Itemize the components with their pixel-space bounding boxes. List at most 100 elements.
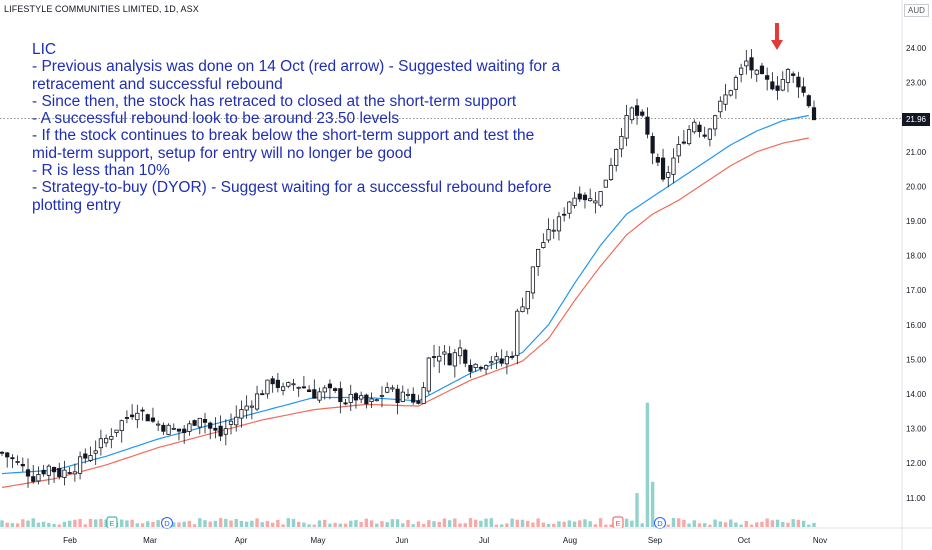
candle-body (562, 213, 567, 216)
candle-body (629, 107, 634, 121)
volume-bar (338, 523, 343, 527)
volume-bar (401, 523, 405, 527)
candle-body (62, 469, 67, 478)
volume-bar (73, 519, 77, 527)
candle-body (135, 412, 140, 421)
candle-body (801, 86, 806, 93)
event-marker-earnings[interactable]: E (106, 516, 118, 529)
candle-body (577, 193, 582, 200)
candle-body (457, 347, 463, 357)
volume-bar (244, 521, 249, 527)
candle-body (166, 424, 171, 435)
candle-body (161, 424, 166, 432)
volume-bar (198, 518, 202, 527)
volume-bar (187, 520, 192, 527)
y-tick-label: 14.00 (906, 390, 927, 399)
ema-short-path (1, 114, 809, 475)
candle-body (244, 405, 249, 411)
candle-body (0, 451, 5, 454)
candle-body (739, 67, 744, 75)
x-axis[interactable]: Feb Mar Apr May Jun Jul Aug Sep Oct Nov (0, 527, 932, 545)
candle-body (317, 391, 322, 401)
ema-long-path (1, 137, 809, 488)
candle-body (254, 393, 260, 410)
candle-body (551, 229, 556, 232)
volume-bar (67, 520, 72, 527)
volume-bar (62, 521, 67, 527)
volume-bar (578, 520, 582, 527)
candle-body (421, 387, 426, 404)
candle-body (348, 393, 353, 403)
candle-body (260, 393, 265, 396)
event-marker-dividend[interactable]: D (654, 517, 666, 529)
volume-bar (234, 518, 238, 527)
x-tick-label: Mar (143, 536, 157, 545)
volume-bar (281, 524, 285, 527)
candle-body (249, 405, 254, 408)
candle-body (733, 77, 739, 90)
candle-body (176, 428, 182, 432)
volume-bar (489, 518, 493, 527)
volume-bar (172, 522, 176, 527)
volume-bar (307, 524, 311, 527)
event-marker-earnings[interactable]: E (612, 516, 624, 529)
candle-body (114, 429, 119, 433)
candle-body (765, 75, 770, 80)
x-tick-label: Oct (738, 536, 751, 545)
volume-bar (484, 518, 488, 527)
candle-body (614, 149, 619, 166)
candle-body (218, 425, 223, 437)
candle-body (25, 469, 31, 477)
candle-body (51, 467, 57, 473)
volume-bar (812, 522, 816, 527)
volume-bar (562, 521, 566, 527)
candle-body (806, 95, 811, 107)
volume-bar (104, 519, 108, 527)
volume-bar (682, 519, 686, 527)
candle-body (541, 242, 546, 248)
volume-bar (328, 523, 332, 527)
volume-bar (5, 522, 9, 527)
candle-body (41, 469, 46, 475)
volume-bar (359, 522, 363, 527)
candle-body (130, 414, 135, 418)
candle-body (463, 349, 468, 364)
event-marker-dividend[interactable]: D (161, 517, 173, 529)
candle-body (666, 172, 671, 178)
x-tick-label: Aug (563, 536, 577, 545)
candle-body (57, 468, 62, 477)
candle-body (20, 463, 25, 467)
volume-bar (182, 521, 186, 527)
candle-body (686, 129, 692, 145)
volume-bar (541, 522, 546, 527)
volume-bar (140, 523, 145, 527)
candle-body (192, 420, 197, 426)
volume-bar (411, 524, 415, 527)
candle-body (759, 65, 765, 75)
candle-body (312, 389, 317, 399)
candle-body (718, 100, 723, 113)
volume-bar (515, 519, 520, 527)
candle-body (343, 402, 348, 405)
y-tick-label: 18.00 (906, 252, 927, 261)
event-marker-label: E (615, 519, 620, 528)
x-tick-label: Apr (235, 536, 248, 545)
volume-bar (604, 524, 608, 527)
volume-bar (229, 520, 233, 527)
candle-body (754, 69, 759, 75)
candle-body (775, 85, 780, 91)
currency-label[interactable]: AUD (904, 4, 929, 17)
volume-bar (624, 518, 629, 527)
volume-bar (640, 523, 644, 527)
candle-body (239, 409, 244, 419)
volume-bar (463, 523, 467, 527)
candle-body (660, 157, 666, 180)
candle-body (723, 94, 728, 105)
candle-body (416, 400, 421, 404)
volume-bar (21, 519, 25, 527)
candle-body (182, 428, 187, 434)
y-axis[interactable]: 11.00 12.00 13.00 14.00 15.00 16.00 17.00 18.00… (901, 0, 927, 550)
candle-body (213, 427, 218, 431)
volume-bar (26, 520, 30, 527)
